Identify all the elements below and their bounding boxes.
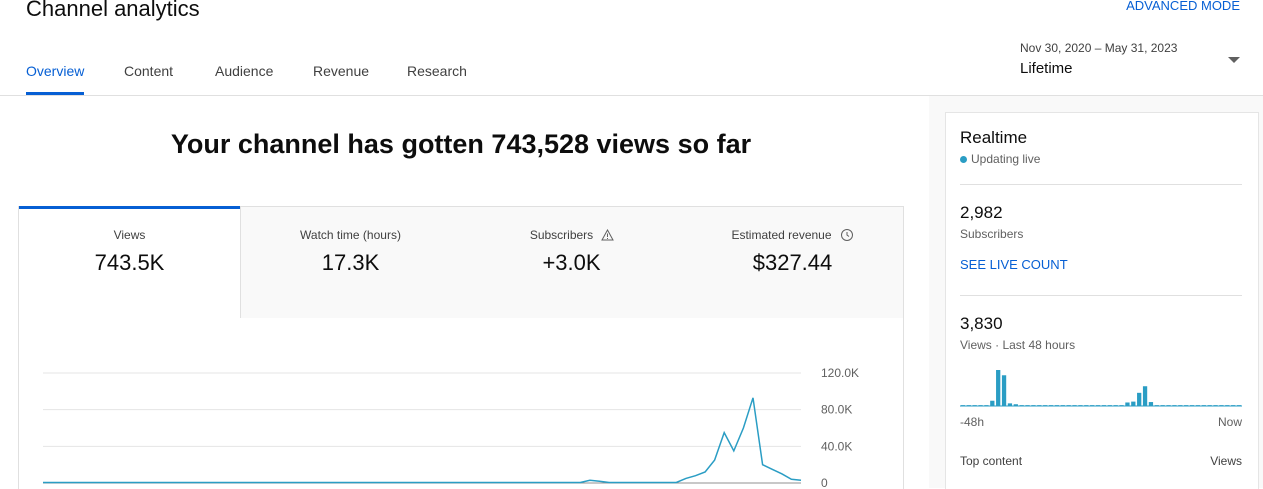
bar [1048, 405, 1054, 406]
clock-icon [841, 229, 853, 241]
bar [1090, 405, 1095, 406]
bar [1236, 405, 1242, 406]
bar [1060, 405, 1065, 406]
bar [1166, 405, 1171, 406]
bar [1054, 405, 1060, 406]
bar [1195, 405, 1201, 406]
bar [966, 405, 971, 406]
bar [1154, 405, 1159, 406]
bar [984, 405, 989, 406]
bar [1225, 405, 1230, 406]
live-dot [960, 156, 967, 163]
bar [1172, 405, 1177, 406]
bar [1084, 405, 1089, 406]
bar [1178, 405, 1183, 406]
bar [1148, 402, 1154, 406]
bar [1142, 386, 1148, 406]
bar [1119, 405, 1124, 406]
tab-indicator [26, 92, 84, 95]
bar [1231, 405, 1236, 406]
live-status: Updating live [971, 152, 1041, 166]
metric-label: Views [113, 228, 146, 242]
advanced-mode[interactable]: ADVANCED MODE [1126, 0, 1240, 13]
bar [1125, 402, 1130, 406]
bar [1213, 405, 1218, 406]
metric-label: Estimated revenue [731, 228, 832, 242]
metric-card[interactable] [19, 206, 240, 321]
bar [1095, 405, 1101, 406]
top-content-label: Top content [960, 454, 1023, 468]
metric-value: 17.3K [321, 250, 380, 275]
live-count-link[interactable]: SEE LIVE COUNT [960, 257, 1068, 272]
bar [1007, 403, 1013, 406]
bar [1031, 405, 1036, 406]
views-label: Views · Last 48 hours [960, 338, 1076, 352]
bar [1066, 405, 1071, 406]
bar [1189, 405, 1195, 406]
divider [0, 95, 1263, 96]
y-tick-label: 40.0K [821, 439, 852, 453]
headline: Your channel has gotten 743,528 views so… [170, 129, 752, 159]
page-title: Channel analytics [26, 0, 200, 21]
tab[interactable]: Audience [215, 63, 274, 79]
tab[interactable]: Content [124, 63, 174, 79]
metrics-panel [18, 206, 904, 489]
bar [990, 400, 995, 406]
bar [978, 405, 983, 406]
bar [960, 405, 966, 406]
bar [1207, 405, 1212, 406]
bar [1037, 405, 1042, 406]
subscriber-label: Subscribers [960, 227, 1024, 241]
bar [1043, 405, 1048, 406]
tab[interactable]: Revenue [313, 63, 370, 79]
y-tick-label: 120.0K [821, 366, 859, 380]
divider [960, 295, 1242, 296]
bar [1113, 405, 1118, 406]
bar [996, 370, 1001, 406]
subscriber-count: 2,982 [960, 203, 1003, 222]
bar [1107, 405, 1112, 406]
top-content-metric: Views [1210, 454, 1242, 468]
x-start-label: -48h [960, 415, 985, 429]
tab[interactable]: Research [407, 63, 467, 79]
bar [1072, 405, 1077, 406]
y-tick-label: 0 [821, 476, 828, 488]
period[interactable]: Lifetime [1020, 60, 1073, 77]
dropdown-arrow[interactable] [1227, 56, 1241, 64]
metric-card[interactable] [240, 207, 463, 318]
date-range[interactable]: Nov 30, 2020 – May 31, 2023 [1020, 41, 1178, 55]
bar [1137, 392, 1142, 406]
realtime-card [945, 112, 1259, 489]
metric-card[interactable] [682, 207, 903, 318]
bar [1184, 405, 1189, 406]
divider [960, 184, 1242, 185]
bar [1131, 401, 1136, 406]
metric-value: 743.5K [94, 250, 165, 275]
metric-value: $327.44 [752, 250, 833, 275]
bar [1025, 405, 1030, 406]
views-count: 3,830 [960, 314, 1003, 333]
bar [1219, 405, 1224, 406]
warning-icon [601, 229, 614, 241]
tab[interactable]: Overview [26, 63, 85, 79]
metric-label: Watch time (hours) [300, 228, 401, 242]
metric-label: Subscribers [529, 228, 594, 242]
bar [1078, 405, 1083, 406]
x-end-label: Now [1217, 415, 1242, 429]
line [43, 397, 802, 484]
bar [1001, 375, 1007, 406]
bar [1101, 405, 1107, 406]
metric-value: +3.0K [542, 250, 601, 275]
bar [1160, 405, 1165, 406]
bar [1201, 405, 1206, 406]
realtime-title: Realtime [960, 128, 1028, 147]
bar [1013, 404, 1018, 406]
bar [1019, 405, 1024, 406]
y-tick-label: 80.0K [821, 403, 852, 417]
bar [972, 405, 977, 406]
